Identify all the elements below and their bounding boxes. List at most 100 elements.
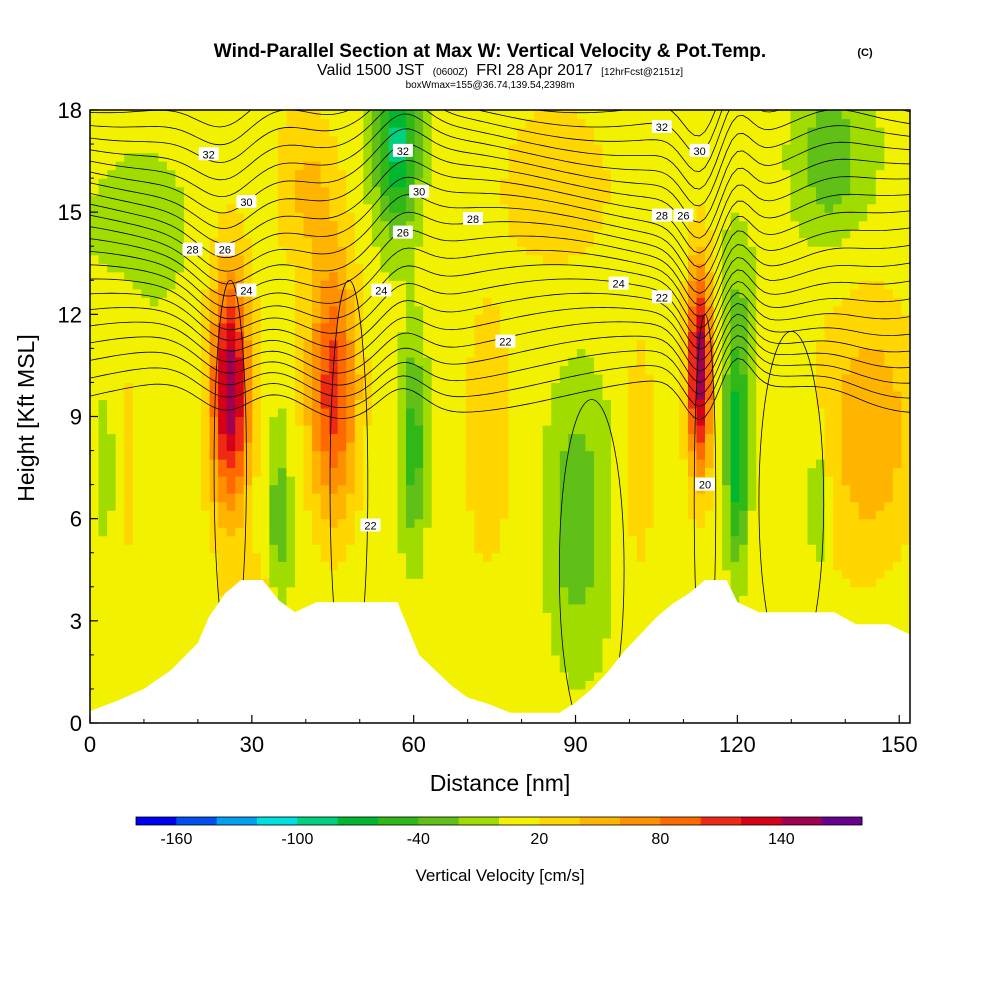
velocity-cell xyxy=(551,425,561,435)
velocity-cell xyxy=(235,373,245,384)
velocity-cell xyxy=(371,365,382,375)
velocity-cell xyxy=(465,339,475,349)
velocity-cell xyxy=(295,161,305,171)
velocity-cell xyxy=(226,110,236,120)
velocity-cell xyxy=(277,399,288,409)
velocity-cell xyxy=(559,535,569,545)
velocity-cell xyxy=(619,637,629,647)
velocity-cell xyxy=(517,263,527,273)
velocity-cell xyxy=(653,416,663,426)
velocity-cell xyxy=(158,603,168,613)
velocity-cell xyxy=(611,629,621,639)
velocity-cell xyxy=(611,433,621,443)
velocity-cell xyxy=(653,561,663,571)
velocity-cell xyxy=(645,578,655,588)
velocity-cell xyxy=(491,527,501,537)
velocity-cell xyxy=(175,152,185,162)
velocity-cell xyxy=(482,297,493,307)
velocity-cell xyxy=(542,271,552,281)
velocity-cell xyxy=(132,654,142,664)
velocity-cell xyxy=(320,169,330,179)
velocity-cell xyxy=(670,186,680,196)
velocity-cell xyxy=(585,663,595,673)
velocity-cell xyxy=(90,212,100,222)
velocity-cell xyxy=(354,450,364,460)
velocity-cell xyxy=(440,246,450,256)
velocity-cell xyxy=(286,399,296,409)
velocity-cell xyxy=(158,578,168,588)
velocity-cell xyxy=(457,297,467,307)
velocity-cell xyxy=(380,373,390,384)
velocity-cell xyxy=(260,127,270,137)
velocity-cell xyxy=(670,339,680,349)
velocity-cell xyxy=(209,603,219,613)
velocity-cell xyxy=(277,365,288,375)
velocity-cell xyxy=(107,195,117,205)
velocity-cell xyxy=(517,118,527,128)
velocity-cell xyxy=(534,220,544,230)
velocity-cell xyxy=(320,305,330,315)
velocity-cell xyxy=(312,416,322,426)
velocity-cell xyxy=(440,212,450,222)
velocity-cell xyxy=(457,433,467,443)
velocity-cell xyxy=(166,144,177,154)
velocity-cell xyxy=(440,135,450,145)
velocity-cell xyxy=(260,144,270,154)
velocity-cell xyxy=(653,382,663,392)
velocity-cell xyxy=(277,254,288,264)
velocity-cell xyxy=(192,169,202,179)
velocity-cell xyxy=(192,595,202,605)
velocity-cell xyxy=(303,314,313,324)
velocity-cell xyxy=(585,535,595,545)
velocity-cell xyxy=(286,510,296,520)
velocity-cell xyxy=(662,552,672,562)
velocity-cell xyxy=(260,433,270,443)
velocity-cell xyxy=(551,433,561,443)
velocity-cell xyxy=(662,254,672,264)
velocity-cell xyxy=(354,237,364,247)
velocity-cell xyxy=(653,407,663,418)
velocity-cell xyxy=(107,399,117,409)
velocity-cell xyxy=(175,578,185,588)
velocity-cell xyxy=(559,697,569,707)
velocity-cell xyxy=(593,373,604,384)
velocity-cell xyxy=(662,178,672,188)
velocity-cell xyxy=(192,314,202,324)
velocity-cell xyxy=(141,637,151,647)
velocity-cell xyxy=(320,246,330,256)
velocity-cell xyxy=(628,356,638,367)
velocity-cell xyxy=(423,578,433,588)
velocity-cell xyxy=(354,433,364,443)
velocity-cell xyxy=(141,331,151,341)
velocity-cell xyxy=(218,527,228,537)
velocity-cell xyxy=(465,263,475,273)
velocity-cell xyxy=(482,288,493,298)
velocity-cell xyxy=(320,161,330,171)
velocity-cell xyxy=(277,569,288,579)
velocity-cell xyxy=(542,697,552,707)
velocity-cell xyxy=(149,144,159,154)
velocity-cell xyxy=(149,450,159,460)
velocity-cell xyxy=(218,127,228,137)
velocity-cell xyxy=(670,220,680,230)
velocity-cell xyxy=(192,110,202,120)
velocity-cell xyxy=(218,365,228,375)
velocity-cell xyxy=(260,220,270,230)
velocity-cell xyxy=(542,356,552,367)
velocity-cell xyxy=(517,671,527,682)
velocity-cell xyxy=(576,212,587,222)
velocity-cell xyxy=(602,331,612,341)
velocity-cell xyxy=(568,501,578,511)
velocity-cell xyxy=(645,365,655,375)
velocity-cell xyxy=(448,161,458,171)
velocity-cell xyxy=(551,688,561,699)
velocity-cell xyxy=(431,510,441,520)
velocity-cell xyxy=(209,305,219,315)
velocity-cell xyxy=(662,203,672,213)
velocity-cell xyxy=(628,263,638,273)
velocity-cell xyxy=(115,416,125,426)
velocity-cell xyxy=(269,339,279,349)
velocity-cell xyxy=(192,373,202,384)
velocity-cell xyxy=(491,195,501,205)
velocity-cell xyxy=(107,203,117,213)
